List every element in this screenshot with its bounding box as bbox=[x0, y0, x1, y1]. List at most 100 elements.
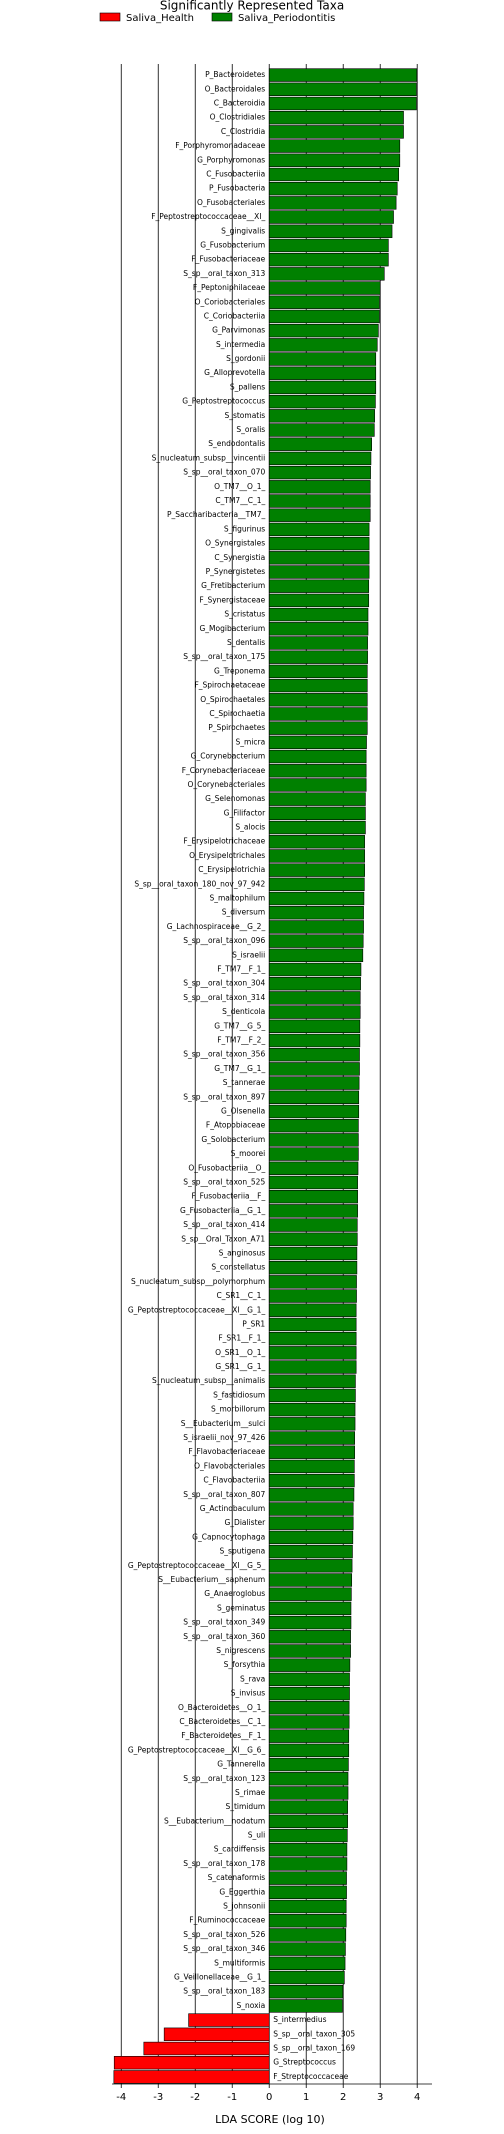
bar bbox=[268, 1729, 350, 1743]
bar bbox=[268, 139, 401, 153]
category-label: S_intermedia bbox=[216, 340, 265, 349]
bar bbox=[268, 1175, 358, 1190]
category-label: S_oralis bbox=[236, 425, 265, 434]
category-label: O_SR1__O_1_ bbox=[215, 1348, 265, 1357]
category-label: S_israelii_nov_97_426 bbox=[183, 1433, 265, 1442]
category-label: G_Fretibacterium bbox=[201, 581, 265, 590]
bar bbox=[268, 281, 381, 295]
bar bbox=[268, 1090, 360, 1104]
category-label: S_sp__oral_taxon_897 bbox=[183, 1092, 265, 1101]
bar bbox=[268, 764, 367, 778]
category-label: G_Alloprevotella bbox=[204, 368, 265, 377]
bar bbox=[268, 1544, 353, 1559]
category-label: S_geminatus bbox=[217, 1603, 265, 1612]
bar bbox=[268, 536, 370, 551]
bar bbox=[268, 224, 393, 238]
category-label: S_sp__oral_taxon_304 bbox=[183, 979, 265, 988]
category-label: O_Bacteroidetes__O_1_ bbox=[178, 1703, 265, 1712]
bar bbox=[268, 735, 367, 750]
bar bbox=[268, 1260, 358, 1275]
category-label: C_Synergistia bbox=[214, 553, 265, 562]
bar bbox=[268, 1573, 353, 1587]
category-label: G_Capnocytophaga bbox=[192, 1532, 265, 1541]
bar bbox=[268, 1672, 350, 1687]
bar bbox=[268, 991, 361, 1005]
category-label: P_Spirochaetes bbox=[208, 723, 265, 732]
category-label: F_Erysipelotrichaceae bbox=[183, 837, 265, 846]
category-label: P_Bacteroidetes bbox=[205, 70, 265, 79]
category-label: G_Tannerella bbox=[217, 1760, 265, 1769]
category-label: G_TM7__G_1_ bbox=[214, 1064, 265, 1073]
legend-swatch bbox=[211, 12, 233, 22]
bar bbox=[268, 1885, 347, 1900]
bar bbox=[268, 267, 385, 281]
category-label: C_Coriobacteriia bbox=[204, 311, 265, 320]
category-label: O_Flavobacteriales bbox=[194, 1461, 265, 1470]
bar bbox=[268, 962, 362, 977]
bar bbox=[268, 1985, 344, 1999]
bar bbox=[268, 1218, 358, 1232]
category-label: S_maltophilum bbox=[209, 894, 265, 903]
bar bbox=[268, 1275, 357, 1289]
bar bbox=[268, 948, 364, 963]
bar bbox=[268, 579, 370, 593]
category-label: F_Flavobacteriaceae bbox=[188, 1447, 265, 1456]
category-label: S_nucleatum_subsp__polymorphum bbox=[131, 1277, 265, 1286]
category-label: S_sp__oral_taxon_169 bbox=[273, 2044, 355, 2053]
category-label: C_Fusobacteriia bbox=[206, 169, 265, 178]
bar bbox=[268, 409, 375, 423]
bar bbox=[268, 1417, 356, 1431]
bar bbox=[268, 1899, 347, 1914]
category-label: C_Flavobacteriia bbox=[203, 1476, 265, 1485]
bar bbox=[268, 1587, 352, 1601]
bar bbox=[268, 1516, 354, 1530]
category-label: O_Fusobacteriia__O_ bbox=[188, 1163, 265, 1172]
bar bbox=[268, 394, 376, 409]
bar bbox=[268, 721, 368, 735]
bar bbox=[268, 423, 375, 437]
category-label: S_anginosus bbox=[219, 1248, 266, 1257]
bar bbox=[268, 1445, 355, 1459]
category-label: S_sp__oral_taxon_313 bbox=[183, 269, 265, 278]
category-label: S_johnsonii bbox=[223, 1902, 265, 1911]
bar bbox=[268, 1658, 351, 1672]
bar bbox=[268, 1104, 360, 1119]
x-tick-label: 0 bbox=[266, 2092, 272, 2103]
category-label: S_sp__oral_taxon_349 bbox=[183, 1618, 265, 1627]
x-tick-label: 1 bbox=[303, 2092, 309, 2103]
bar bbox=[268, 252, 389, 267]
category-label: P_SR1 bbox=[242, 1319, 265, 1328]
bar bbox=[268, 1757, 349, 1772]
category-label: F_Ruminococcaceae bbox=[189, 1916, 265, 1925]
category-label: P_Fusobacteria bbox=[209, 184, 265, 193]
category-label: F_Porphyromonadaceae bbox=[175, 141, 265, 150]
category-label: G_SR1__G_1_ bbox=[215, 1362, 265, 1371]
bar bbox=[268, 1530, 354, 1545]
bar bbox=[268, 551, 370, 565]
category-label: S_timidum bbox=[225, 1802, 265, 1811]
category-label: S_sp__oral_taxon_178 bbox=[183, 1859, 265, 1868]
bar bbox=[268, 920, 364, 934]
bar bbox=[268, 1800, 348, 1814]
category-label: S_invisus bbox=[231, 1689, 266, 1698]
category-label: S_sp__oral_taxon_175 bbox=[183, 652, 265, 661]
category-label: S_rava bbox=[240, 1674, 265, 1683]
category-label: G_Olsenella bbox=[221, 1106, 265, 1115]
bar bbox=[163, 2027, 270, 2041]
bar bbox=[268, 1956, 346, 1971]
category-label: S__Eubacterium__sulci bbox=[181, 1419, 265, 1428]
bar bbox=[268, 1502, 354, 1516]
category-label: G_Fusobacterium bbox=[200, 240, 265, 249]
bar bbox=[268, 437, 372, 451]
category-label: S_uli bbox=[248, 1831, 265, 1840]
category-label: S__Eubacterium__saphenum bbox=[158, 1575, 265, 1584]
category-label: G_TM7__G_5_ bbox=[214, 1021, 265, 1030]
bar bbox=[113, 2070, 270, 2084]
bar bbox=[268, 1701, 350, 1715]
bar bbox=[268, 906, 364, 920]
bar bbox=[268, 1062, 360, 1076]
x-axis-label: LDA SCORE (log 10) bbox=[215, 2113, 325, 2126]
category-label: S_sp__oral_taxon_305 bbox=[273, 2029, 355, 2038]
category-label: G_Selenomonas bbox=[205, 794, 265, 803]
category-label: G_Lachnospiraceae__G_2_ bbox=[167, 922, 266, 931]
